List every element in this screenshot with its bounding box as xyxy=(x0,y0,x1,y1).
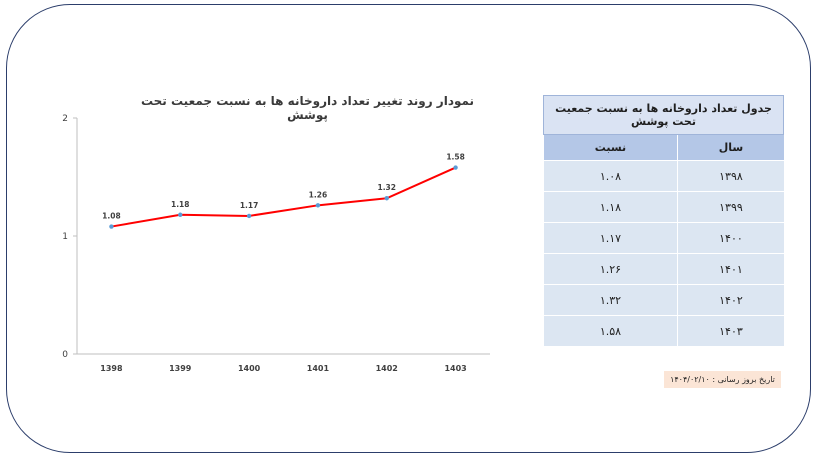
y-tick-label: 0 xyxy=(62,350,68,360)
data-point xyxy=(178,212,183,217)
data-point xyxy=(246,213,252,219)
y-axis: 0 1 2 xyxy=(62,114,78,360)
table-row: ۱۴۰۱ ۱.۲۶ xyxy=(543,253,784,285)
table-title: جدول تعداد داروخانه ها به نسبت جمعیت تحت… xyxy=(543,95,784,135)
pharmacy-ratio-table: جدول تعداد داروخانه ها به نسبت جمعیت تحت… xyxy=(543,95,784,346)
table-row: ۱۴۰۳ ۱.۵۸ xyxy=(543,315,784,346)
table-row: ۱۴۰۰ ۱.۱۷ xyxy=(543,222,784,254)
x-axis: 1398 1399 1400 1401 1402 1403 xyxy=(77,353,490,373)
table-row: ۱۳۹۹ ۱.۱۸ xyxy=(543,191,784,223)
chart-title: نمودار روند تغییر تعداد داروخانه ها به ن… xyxy=(140,94,475,122)
header-ratio: نسبت xyxy=(543,134,678,161)
cell-ratio: ۱.۳۲ xyxy=(543,284,678,316)
cell-ratio: ۱.۵۸ xyxy=(543,315,678,346)
y-tick-label: 2 xyxy=(62,114,68,124)
data-label: 1.08 xyxy=(102,212,121,221)
cell-year: ۱۴۰۱ xyxy=(677,253,784,285)
table-row: ۱۳۹۸ ۱.۰۸ xyxy=(543,160,784,192)
cell-year: ۱۴۰۳ xyxy=(677,315,784,346)
header-year: سال xyxy=(677,134,784,161)
cell-year: ۱۴۰۲ xyxy=(677,284,784,316)
update-date-note: تاریخ بروز رسانی : ۱۴۰۴/۰۲/۱۰ xyxy=(664,371,781,388)
cell-ratio: ۱.۱۸ xyxy=(543,191,678,223)
data-point xyxy=(453,165,458,170)
data-label: 1.18 xyxy=(171,200,190,209)
x-tick-label: 1400 xyxy=(238,364,261,373)
data-label: 1.26 xyxy=(309,190,328,199)
data-label: 1.17 xyxy=(240,201,259,210)
cell-year: ۱۴۰۰ xyxy=(677,222,784,254)
series-polyline xyxy=(111,166,456,228)
data-point xyxy=(109,224,114,229)
x-tick-label: 1403 xyxy=(444,364,466,373)
series-line xyxy=(109,165,458,229)
x-tick-label: 1402 xyxy=(376,364,398,373)
x-tick-label: 1398 xyxy=(100,364,123,373)
cell-year: ۱۳۹۹ xyxy=(677,191,784,223)
table-row: ۱۴۰۲ ۱.۳۲ xyxy=(543,284,784,316)
x-tick-label: 1401 xyxy=(307,364,330,373)
data-label: 1.32 xyxy=(377,183,396,192)
y-tick-label: 1 xyxy=(62,232,68,242)
data-labels: 1.08 1.18 1.17 1.26 1.32 1.58 xyxy=(102,153,465,221)
data-label: 1.58 xyxy=(446,153,465,162)
data-point xyxy=(315,203,321,208)
data-point xyxy=(384,196,389,201)
x-tick-label: 1399 xyxy=(169,364,192,373)
cell-year: ۱۳۹۸ xyxy=(677,160,784,192)
cell-ratio: ۱.۱۷ xyxy=(543,222,678,254)
cell-ratio: ۱.۰۸ xyxy=(543,160,678,192)
cell-ratio: ۱.۲۶ xyxy=(543,253,678,285)
